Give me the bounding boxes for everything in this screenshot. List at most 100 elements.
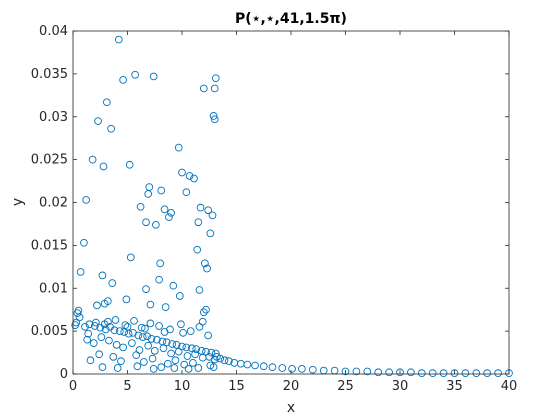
- data-point: [216, 354, 225, 363]
- data-point: [209, 363, 218, 371]
- x-tick-label: 10: [174, 379, 191, 394]
- data-point: [97, 333, 106, 341]
- data-point: [141, 324, 149, 333]
- data-point: [202, 305, 210, 314]
- data-point: [109, 353, 118, 361]
- data-point: [132, 351, 141, 359]
- data-point: [121, 321, 130, 329]
- data-point: [396, 368, 404, 377]
- data-point: [243, 360, 252, 369]
- data-point: [151, 220, 160, 229]
- data-point: [185, 172, 194, 180]
- data-point: [210, 115, 219, 124]
- data-point: [125, 160, 134, 169]
- data-point: [191, 350, 199, 359]
- data-point: [98, 363, 107, 371]
- data-point: [123, 322, 132, 331]
- y-tick-label: 0.015: [31, 238, 68, 253]
- y-axis-ticks: 0 0.005 0.01 0.015 0.02 0.025 0.03 0.035 0.04: [31, 24, 509, 382]
- data-point: [138, 333, 147, 341]
- data-point: [196, 203, 205, 212]
- data-point: [122, 295, 131, 304]
- data-point: [155, 275, 163, 284]
- y-tick-label: 0: [60, 367, 68, 382]
- data-point: [494, 369, 502, 377]
- data-point: [144, 341, 153, 350]
- data-point: [184, 365, 193, 373]
- data-point: [174, 143, 183, 152]
- data-point: [81, 322, 89, 331]
- data-point: [102, 98, 111, 107]
- data-point: [190, 174, 198, 183]
- x-tick-label: 40: [501, 379, 518, 394]
- data-point: [268, 363, 277, 371]
- data-point: [113, 364, 122, 372]
- data-point: [150, 346, 159, 355]
- data-point: [174, 347, 183, 356]
- data-point: [167, 349, 175, 358]
- data-point: [128, 339, 136, 347]
- data-point: [189, 359, 197, 367]
- data-point: [114, 35, 123, 44]
- data-point: [90, 322, 99, 330]
- data-point: [95, 350, 104, 359]
- data-point: [83, 335, 92, 344]
- data-point: [428, 369, 437, 377]
- data-point: [142, 285, 150, 293]
- data-point: [194, 218, 203, 227]
- y-tick-label: 0.025: [31, 153, 68, 168]
- chart-title: P(⋆,⋆,41,1.5π): [235, 11, 347, 27]
- data-point: [439, 369, 448, 377]
- data-point: [94, 117, 102, 125]
- data-point: [157, 186, 166, 195]
- data-point: [206, 229, 215, 238]
- y-axis-label: y: [10, 198, 26, 206]
- data-points: [71, 35, 513, 377]
- data-point: [199, 84, 208, 93]
- data-point: [148, 354, 157, 363]
- data-point: [201, 259, 209, 268]
- data-point: [278, 364, 287, 372]
- y-tick-label: 0.03: [39, 110, 68, 125]
- y-tick-label: 0.035: [31, 67, 68, 82]
- data-point: [84, 329, 93, 338]
- data-point: [98, 271, 107, 280]
- data-point: [207, 348, 216, 357]
- data-point: [209, 112, 218, 120]
- data-point: [75, 313, 84, 322]
- data-point: [133, 362, 142, 371]
- data-point: [177, 320, 185, 329]
- data-point: [159, 344, 168, 353]
- data-point: [203, 264, 211, 273]
- data-point: [182, 343, 191, 352]
- data-point: [89, 339, 98, 347]
- y-tick-label: 0.02: [39, 196, 68, 211]
- data-point: [168, 340, 177, 348]
- data-point: [156, 259, 165, 268]
- x-tick-label: 20: [283, 379, 300, 394]
- data-point: [157, 363, 166, 371]
- data-point: [111, 316, 120, 324]
- data-point: [251, 361, 259, 370]
- data-point: [119, 76, 127, 84]
- data-point: [146, 300, 155, 309]
- data-point: [119, 343, 127, 352]
- data-point: [155, 322, 163, 330]
- data-point: [134, 331, 143, 340]
- data-point: [162, 338, 171, 347]
- data-point: [204, 206, 213, 215]
- data-point: [195, 286, 204, 294]
- data-point: [147, 334, 156, 343]
- data-point: [112, 340, 121, 349]
- data-point: [136, 202, 145, 211]
- data-point: [73, 309, 82, 317]
- data-point: [116, 327, 124, 335]
- x-tick-label: 5: [123, 379, 131, 394]
- data-point: [142, 218, 150, 227]
- data-point: [80, 238, 88, 247]
- data-point: [117, 357, 125, 365]
- data-point: [187, 344, 196, 353]
- data-point: [170, 364, 179, 372]
